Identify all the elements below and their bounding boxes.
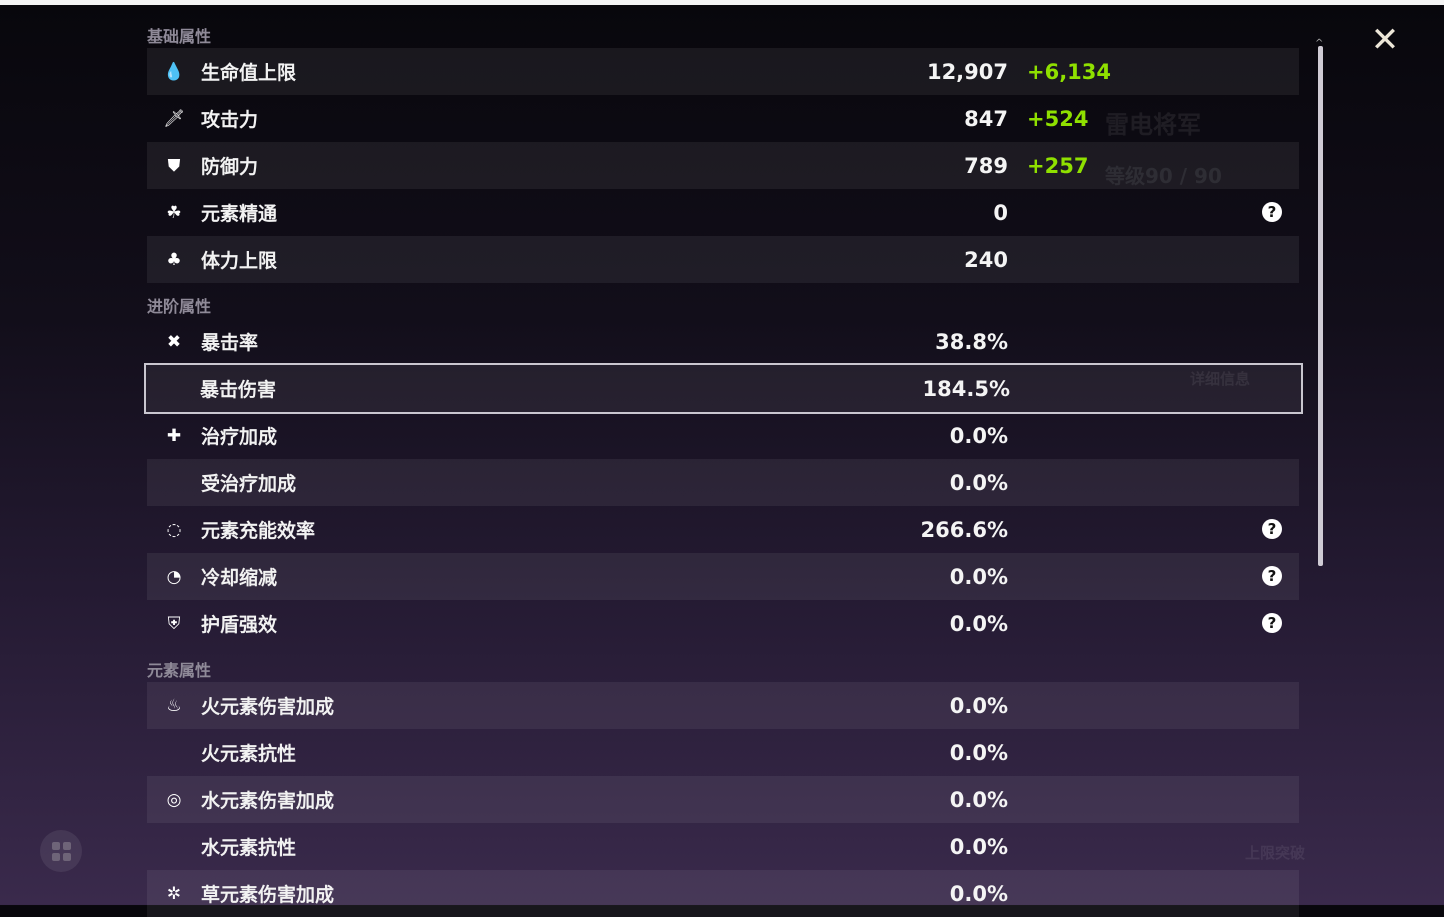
close-button[interactable]: ✕	[1370, 20, 1400, 60]
stat-label: 元素精通	[201, 203, 278, 225]
grid-icon	[51, 841, 71, 861]
stat-value: 0.0%	[949, 423, 1008, 448]
stat-value: 0	[993, 200, 1008, 225]
bg-details-button: 详细信息	[1190, 370, 1251, 388]
stat-value: 12,907	[926, 59, 1008, 84]
stat-bonus: +6,134	[1027, 59, 1112, 84]
stat-value: 847	[964, 106, 1008, 131]
sword-icon: 🗡	[163, 109, 185, 129]
stat-value: 240	[964, 247, 1008, 272]
stat-row[interactable]: 暴击伤害 184.5%	[144, 363, 1303, 414]
stat-value: 38.8%	[935, 329, 1008, 354]
energy-recharge-icon: ◌	[166, 520, 182, 540]
stat-row[interactable]: 火元素抗性 0.0%	[147, 729, 1299, 776]
elemental-mastery-icon: ☘	[166, 203, 182, 223]
pyro-icon: ♨	[166, 696, 182, 716]
stamina-icon: ♣	[166, 250, 182, 270]
stat-value: 0.0%	[949, 787, 1008, 812]
stat-row[interactable]: ✖ 暴击率 38.8%	[147, 318, 1299, 365]
stat-row[interactable]: ✲ 草元素伤害加成 0.0%	[147, 870, 1299, 917]
stat-label: 治疗加成	[201, 426, 278, 448]
stat-label: 元素充能效率	[201, 520, 316, 542]
help-icon[interactable]: ?	[1262, 202, 1282, 222]
stat-value: 0.0%	[949, 740, 1008, 765]
stat-value: 184.5%	[922, 376, 1010, 401]
bg-ascend-button: 上限突破	[1245, 844, 1306, 862]
menu-grid-button[interactable]	[40, 830, 82, 872]
stat-row[interactable]: ◌ 元素充能效率 266.6%?	[147, 506, 1299, 553]
stat-label: 护盾强效	[201, 614, 278, 636]
shield-strength-icon: ⛨	[167, 614, 181, 634]
stat-label: 暴击伤害	[200, 379, 277, 401]
stat-label: 防御力	[201, 156, 259, 178]
stat-label: 暴击率	[201, 332, 259, 354]
help-icon[interactable]: ?	[1262, 613, 1282, 633]
window-top-edge	[0, 0, 1444, 5]
stat-value: 0.0%	[949, 834, 1008, 859]
stat-label: 攻击力	[201, 109, 259, 131]
help-icon[interactable]: ?	[1262, 519, 1282, 539]
healing-cross-icon: ✚	[166, 426, 182, 446]
stat-label: 冷却缩减	[201, 567, 278, 589]
shield-icon: ⛊	[167, 156, 181, 176]
stat-row[interactable]: ◔ 冷却缩减 0.0%?	[147, 553, 1299, 600]
stat-row[interactable]: ♨ 火元素伤害加成 0.0%	[147, 682, 1299, 729]
dendro-icon: ✲	[166, 884, 182, 904]
stat-label: 体力上限	[201, 250, 278, 272]
scrollbar[interactable]	[1318, 46, 1323, 566]
stat-value: 789	[964, 153, 1008, 178]
stat-bonus: +524	[1027, 106, 1089, 131]
stat-value: 0.0%	[949, 881, 1008, 906]
stat-label: 草元素伤害加成	[201, 884, 335, 906]
stat-bonus: +257	[1027, 153, 1089, 178]
stat-row[interactable]: ✚ 治疗加成 0.0%	[147, 412, 1299, 459]
stat-value: 266.6%	[920, 517, 1008, 542]
section-elemental: 元素属性	[147, 661, 212, 680]
help-icon[interactable]: ?	[1262, 566, 1282, 586]
stat-row[interactable]: ♣ 体力上限 240	[147, 236, 1299, 283]
stat-value: 0.0%	[949, 470, 1008, 495]
stat-value: 0.0%	[949, 564, 1008, 589]
cooldown-icon: ◔	[166, 567, 182, 587]
scroll-up-arrow-icon[interactable]: ^	[1315, 38, 1324, 49]
hydro-icon: ◎	[166, 790, 182, 810]
bg-level: 等级90 / 90	[1105, 164, 1222, 188]
stat-row[interactable]: 受治疗加成 0.0%	[147, 459, 1299, 506]
stat-label: 受治疗加成	[201, 473, 297, 495]
stat-row[interactable]: ⛨ 护盾强效 0.0%?	[147, 600, 1299, 647]
hp-drop-icon: 💧	[163, 62, 185, 82]
stat-label: 火元素伤害加成	[201, 696, 335, 718]
crit-rate-icon: ✖	[166, 332, 182, 352]
stat-row[interactable]: 水元素抗性 0.0%	[147, 823, 1299, 870]
stat-row[interactable]: 💧 生命值上限 12,907 +6,134	[147, 48, 1299, 95]
stat-value: 0.0%	[949, 693, 1008, 718]
stat-label: 生命值上限	[201, 62, 297, 84]
stat-row[interactable]: 🗡 攻击力 847 +524	[147, 95, 1299, 142]
section-basic: 基础属性	[147, 27, 212, 46]
stat-row[interactable]: ☘ 元素精通 0?	[147, 189, 1299, 236]
bg-character-name: 雷电将军	[1105, 111, 1201, 139]
stat-value: 0.0%	[949, 611, 1008, 636]
section-advanced: 进阶属性	[147, 297, 212, 316]
stat-label: 火元素抗性	[201, 743, 297, 765]
stat-label: 水元素伤害加成	[201, 790, 335, 812]
stat-row[interactable]: ◎ 水元素伤害加成 0.0%	[147, 776, 1299, 823]
stat-row[interactable]: ⛊ 防御力 789 +257	[147, 142, 1299, 189]
stat-label: 水元素抗性	[201, 837, 297, 859]
